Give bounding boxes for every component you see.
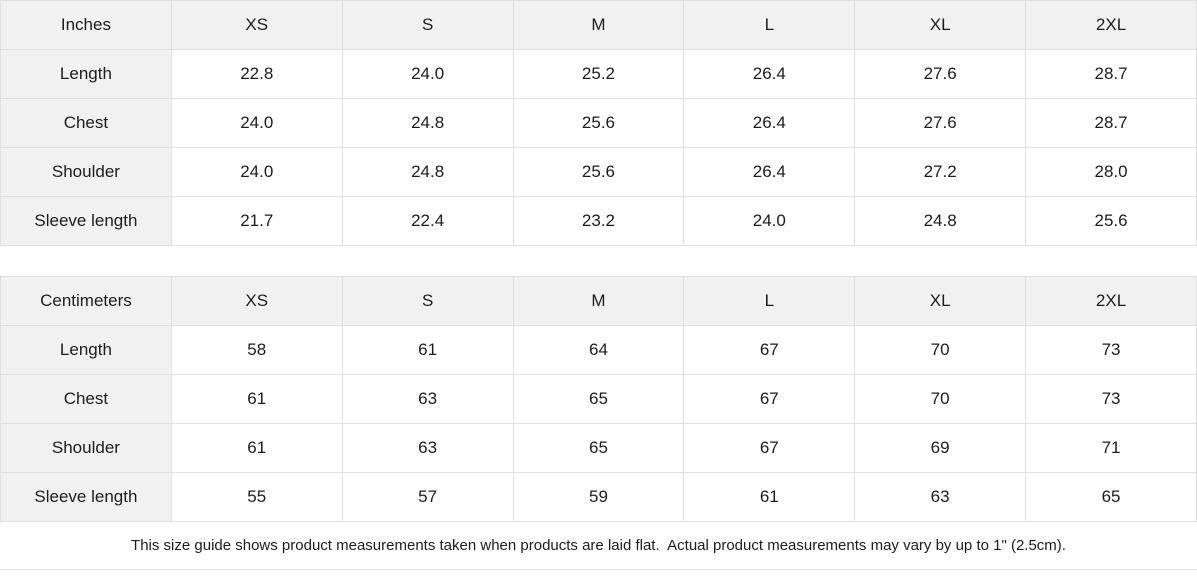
inches-size-header-2xl: 2XL: [1025, 0, 1197, 50]
inches-size-header-xl: XL: [854, 0, 1027, 50]
table-row: Sleeve length 55 57 59 61 63 65: [0, 472, 1197, 522]
cell-chest-m: 25.6: [512, 98, 685, 148]
cell-length-2xl: 73: [1025, 325, 1197, 375]
size-guide-disclaimer: This size guide shows product measuremen…: [0, 522, 1197, 570]
cell-shoulder-xs: 24.0: [170, 147, 343, 197]
row-label-length: Length: [0, 325, 172, 375]
cell-length-s: 61: [341, 325, 514, 375]
inches-size-header-m: M: [512, 0, 685, 50]
row-label-shoulder: Shoulder: [0, 423, 172, 473]
row-label-sleeve-length: Sleeve length: [0, 472, 172, 522]
cell-chest-2xl: 28.7: [1025, 98, 1197, 148]
cell-chest-m: 65: [512, 374, 685, 424]
inches-unit-header: Inches: [0, 0, 172, 50]
row-label-sleeve-length: Sleeve length: [0, 196, 172, 246]
cell-shoulder-s: 24.8: [341, 147, 514, 197]
cell-shoulder-2xl: 28.0: [1025, 147, 1197, 197]
cell-length-xl: 27.6: [854, 49, 1027, 99]
cell-length-xl: 70: [854, 325, 1027, 375]
cell-shoulder-2xl: 71: [1025, 423, 1197, 473]
centimeters-table: Centimeters XS S M L XL 2XL Length 58 61…: [0, 276, 1197, 522]
cell-chest-l: 67: [683, 374, 856, 424]
cell-sleeve-m: 23.2: [512, 196, 685, 246]
cell-length-s: 24.0: [341, 49, 514, 99]
table-row: Sleeve length 21.7 22.4 23.2 24.0 24.8 2…: [0, 196, 1197, 246]
cell-length-xs: 22.8: [170, 49, 343, 99]
cell-chest-2xl: 73: [1025, 374, 1197, 424]
cell-chest-xl: 27.6: [854, 98, 1027, 148]
cell-sleeve-2xl: 65: [1025, 472, 1197, 522]
cell-sleeve-xs: 21.7: [170, 196, 343, 246]
cell-shoulder-l: 67: [683, 423, 856, 473]
cell-chest-l: 26.4: [683, 98, 856, 148]
cell-shoulder-l: 26.4: [683, 147, 856, 197]
centimeters-header-row: Centimeters XS S M L XL 2XL: [0, 276, 1197, 326]
table-row: Shoulder 61 63 65 67 69 71: [0, 423, 1197, 473]
cell-length-xs: 58: [170, 325, 343, 375]
table-spacer: [0, 246, 1197, 276]
inches-size-header-l: L: [683, 0, 856, 50]
cell-sleeve-m: 59: [512, 472, 685, 522]
cell-chest-xs: 24.0: [170, 98, 343, 148]
table-row: Chest 24.0 24.8 25.6 26.4 27.6 28.7: [0, 98, 1197, 148]
cell-sleeve-l: 24.0: [683, 196, 856, 246]
cell-sleeve-2xl: 25.6: [1025, 196, 1197, 246]
centimeters-size-header-m: M: [512, 276, 685, 326]
cell-length-2xl: 28.7: [1025, 49, 1197, 99]
row-label-shoulder: Shoulder: [0, 147, 172, 197]
cell-length-l: 26.4: [683, 49, 856, 99]
cell-shoulder-s: 63: [341, 423, 514, 473]
centimeters-unit-header: Centimeters: [0, 276, 172, 326]
centimeters-size-header-xs: XS: [170, 276, 343, 326]
cell-sleeve-xs: 55: [170, 472, 343, 522]
cell-shoulder-m: 25.6: [512, 147, 685, 197]
cell-sleeve-xl: 63: [854, 472, 1027, 522]
cell-length-m: 64: [512, 325, 685, 375]
centimeters-size-header-2xl: 2XL: [1025, 276, 1197, 326]
cell-shoulder-m: 65: [512, 423, 685, 473]
row-label-chest: Chest: [0, 98, 172, 148]
cell-chest-s: 24.8: [341, 98, 514, 148]
centimeters-size-header-l: L: [683, 276, 856, 326]
cell-length-m: 25.2: [512, 49, 685, 99]
inches-header-row: Inches XS S M L XL 2XL: [0, 0, 1197, 50]
cell-chest-xs: 61: [170, 374, 343, 424]
cell-length-l: 67: [683, 325, 856, 375]
cell-sleeve-l: 61: [683, 472, 856, 522]
table-row: Length 58 61 64 67 70 73: [0, 325, 1197, 375]
table-row: Length 22.8 24.0 25.2 26.4 27.6 28.7: [0, 49, 1197, 99]
cell-sleeve-s: 22.4: [341, 196, 514, 246]
row-label-chest: Chest: [0, 374, 172, 424]
cell-sleeve-xl: 24.8: [854, 196, 1027, 246]
inches-size-header-xs: XS: [170, 0, 343, 50]
inches-size-header-s: S: [341, 0, 514, 50]
cell-chest-xl: 70: [854, 374, 1027, 424]
cell-sleeve-s: 57: [341, 472, 514, 522]
table-row: Shoulder 24.0 24.8 25.6 26.4 27.2 28.0: [0, 147, 1197, 197]
row-label-length: Length: [0, 49, 172, 99]
cell-shoulder-xl: 69: [854, 423, 1027, 473]
centimeters-size-header-s: S: [341, 276, 514, 326]
table-row: Chest 61 63 65 67 70 73: [0, 374, 1197, 424]
cell-shoulder-xs: 61: [170, 423, 343, 473]
centimeters-size-header-xl: XL: [854, 276, 1027, 326]
cell-chest-s: 63: [341, 374, 514, 424]
cell-shoulder-xl: 27.2: [854, 147, 1027, 197]
inches-table: Inches XS S M L XL 2XL Length 22.8 24.0 …: [0, 0, 1197, 246]
